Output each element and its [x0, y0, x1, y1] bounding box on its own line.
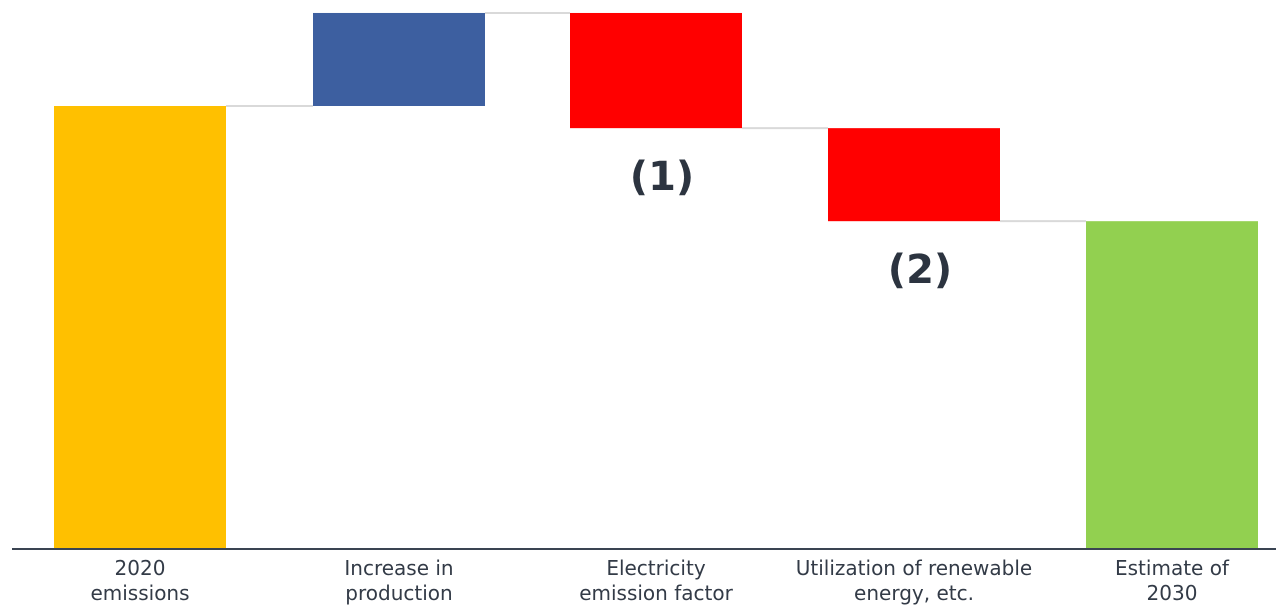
bars-group: [54, 12, 1258, 549]
bar-3: [828, 128, 1000, 222]
bar-1: [313, 12, 485, 106]
category-label: Utilization of renewable energy, etc.: [795, 556, 1033, 605]
category-label: Estimate of 2030: [1115, 556, 1229, 605]
bar-2: [570, 12, 742, 129]
category-label: Increase in production: [344, 556, 454, 605]
category-label: 2020 emissions: [90, 556, 190, 605]
bar-0: [54, 106, 226, 549]
annotation-label: (1): [629, 154, 695, 201]
connector-lines: [226, 11, 1086, 223]
category-label: Electricity emission factor: [579, 556, 733, 605]
bar-4: [1086, 221, 1258, 549]
annotation-label: (2): [887, 247, 953, 294]
